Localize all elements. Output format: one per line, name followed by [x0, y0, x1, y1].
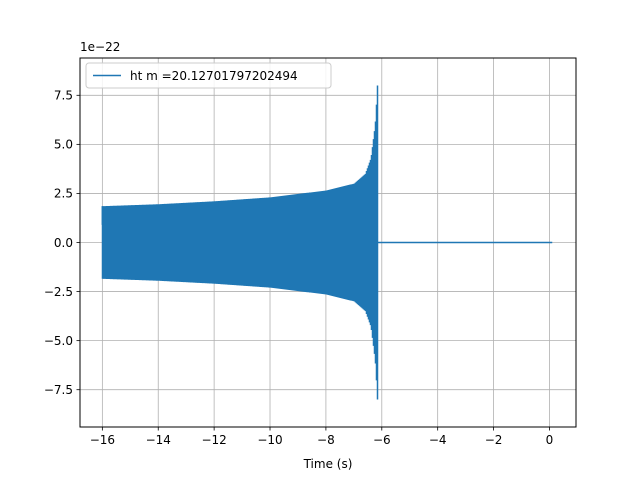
legend: ht m =20.12701797202494: [85, 62, 332, 89]
y-tick-label: 5.0: [54, 138, 73, 152]
x-tick-label: −12: [201, 433, 226, 447]
y-tick-label: −7.5: [44, 383, 73, 397]
y-tick-label: 0.0: [54, 236, 73, 250]
x-tick-label: −4: [429, 433, 447, 447]
x-tick-label: −10: [257, 433, 282, 447]
y-tick-label: −2.5: [44, 285, 73, 299]
y-tick-label: −5.0: [44, 334, 73, 348]
plot-area: [101, 85, 553, 400]
y-tick-label: 2.5: [54, 187, 73, 201]
axis-ticks: −16 −14 −12 −10 −8 −6 −4 −2 0 −7.5 −5.0 −2.5 0.0 2.5 5…: [44, 89, 553, 447]
x-tick-label: 0: [546, 433, 554, 447]
legend-entry: ht m =20.12701797202494: [130, 69, 298, 83]
x-tick-label: −6: [373, 433, 391, 447]
legend-box: [85, 62, 332, 89]
series-line: [101, 85, 379, 400]
x-tick-label: −16: [90, 433, 115, 447]
y-tick-label: 7.5: [54, 89, 73, 103]
x-tick-label: −2: [485, 433, 503, 447]
x-tick-label: −14: [146, 433, 171, 447]
x-axis-label: Time (s): [303, 457, 353, 471]
x-tick-label: −8: [317, 433, 335, 447]
y-scale-label: 1e−22: [80, 40, 120, 54]
